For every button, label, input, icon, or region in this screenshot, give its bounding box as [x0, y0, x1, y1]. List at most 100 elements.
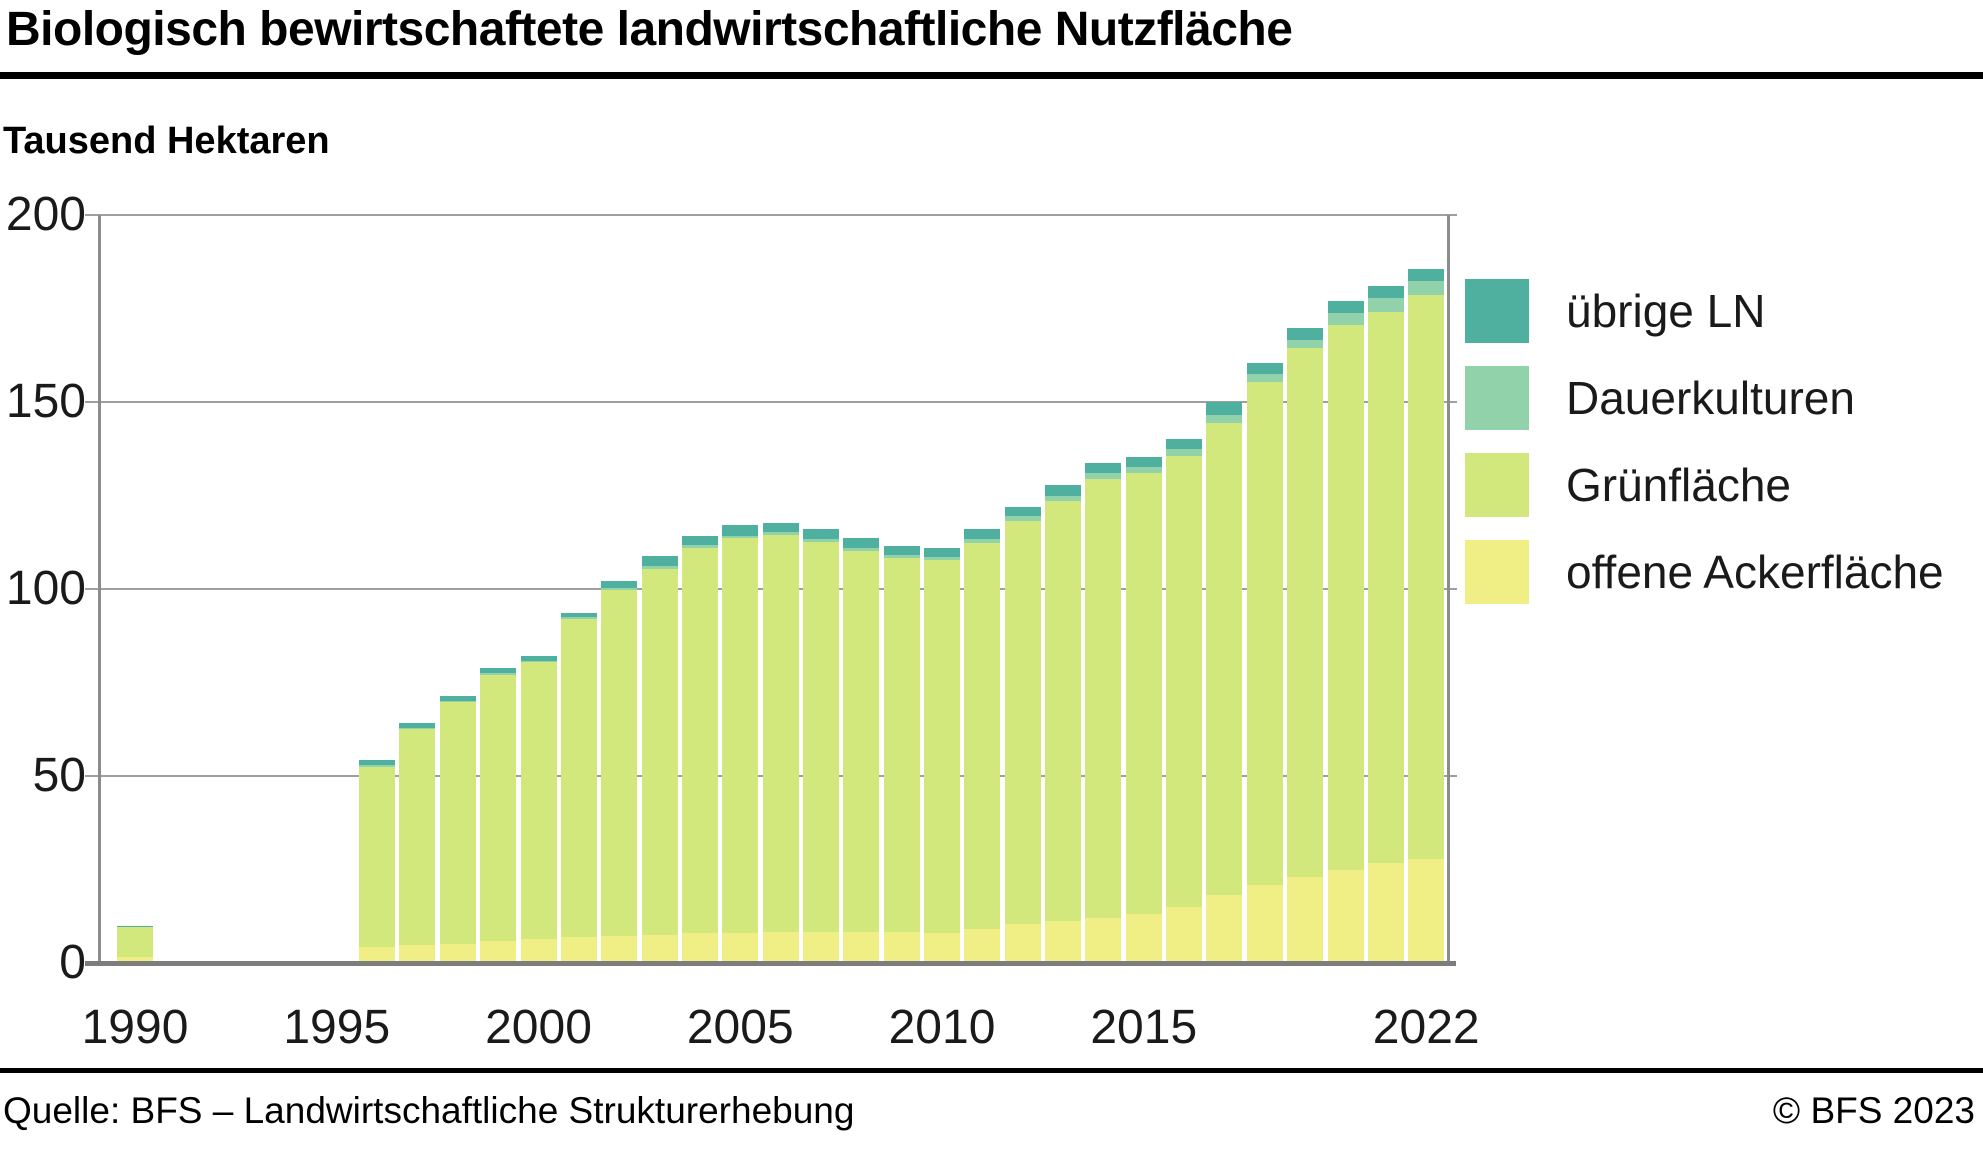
bar-1998-segment-übrige LN [439, 696, 476, 701]
bar-2007-segment-offene Ackerfläche [802, 932, 839, 963]
bar-2003 [641, 556, 678, 963]
bar-2019-segment-offene Ackerfläche [1287, 876, 1324, 963]
bar-2011-segment-offene Ackerfläche [964, 928, 1001, 963]
legend-item-Dauerkulturen: Dauerkulturen [1465, 366, 1944, 430]
bar-2013-segment-offene Ackerfläche [1045, 921, 1082, 963]
bar-2010-segment-Dauerkulturen [924, 557, 960, 560]
bar-2017-segment-Dauerkulturen [1206, 414, 1243, 423]
bar-2015-segment-übrige LN [1125, 457, 1162, 468]
bar-2011-segment-Grünfläche [964, 543, 1001, 929]
x-tick-1990: 1990 [81, 1001, 189, 1054]
bar-2010-segment-Grünfläche [924, 559, 960, 933]
bar-2004-segment-übrige LN [681, 535, 718, 546]
bar-2016 [1166, 439, 1203, 963]
bar-2015-segment-Dauerkulturen [1125, 467, 1162, 474]
bar-2022-segment-Grünfläche [1408, 295, 1445, 860]
bar-2017-segment-offene Ackerfläche [1206, 895, 1243, 963]
bar-2021-segment-Grünfläche [1367, 312, 1404, 863]
bar-2018-segment-Dauerkulturen [1246, 373, 1283, 383]
legend-item-offene Ackerfläche: offene Ackerfläche [1465, 540, 1944, 604]
bar-2002-segment-Grünfläche [601, 590, 638, 936]
bar-2016-segment-offene Ackerfläche [1166, 907, 1203, 963]
bar-1996-segment-offene Ackerfläche [359, 947, 396, 963]
bar-2001-segment-offene Ackerfläche [560, 936, 597, 963]
bar-2011 [964, 529, 1001, 963]
bar-1990-segment-Grünfläche [117, 927, 153, 958]
bar-2015-segment-Grünfläche [1125, 473, 1162, 914]
bar-2016-segment-Grünfläche [1166, 455, 1203, 908]
bar-1998-segment-Dauerkulturen [439, 700, 476, 703]
copyright-text: © BFS 2023 [1772, 1090, 1975, 1131]
bar-2001-segment-Grünfläche [560, 619, 597, 937]
x-tick-2010: 2010 [888, 1001, 996, 1054]
bar-2020 [1327, 301, 1364, 963]
bar-2022-segment-Dauerkulturen [1408, 281, 1445, 296]
bar-2021-segment-übrige LN [1367, 286, 1404, 298]
bar-1997-segment-offene Ackerfläche [399, 945, 436, 963]
chart-title: Biologisch bewirtschaftete landwirtschaf… [6, 3, 1293, 56]
bar-2003-segment-übrige LN [641, 556, 678, 567]
bar-2005-segment-offene Ackerfläche [722, 932, 759, 963]
bar-1999-segment-Grünfläche [480, 674, 517, 941]
bar-2009 [883, 545, 920, 963]
bar-1996-segment-Grünfläche [359, 766, 396, 948]
x-tick-2000: 2000 [485, 1001, 592, 1054]
bar-2002 [601, 580, 638, 963]
y-tick-150: 150 [5, 375, 86, 428]
bar-2014-segment-übrige LN [1085, 462, 1122, 474]
bar-2014-segment-Dauerkulturen [1085, 473, 1122, 480]
bar-2011-segment-übrige LN [964, 529, 1001, 539]
bar-2012-segment-Grünfläche [1004, 521, 1041, 925]
y-tick-200: 200 [5, 188, 86, 241]
bar-2018-segment-übrige LN [1246, 362, 1283, 374]
bar-2012-segment-Dauerkulturen [1004, 516, 1041, 522]
bar-2021-segment-offene Ackerfläche [1367, 862, 1404, 963]
bar-2004-segment-offene Ackerfläche [681, 933, 718, 963]
bar-1996 [359, 759, 396, 963]
bar-2016-segment-übrige LN [1166, 439, 1203, 450]
bar-2010 [924, 548, 960, 963]
x-tick-1995: 1995 [283, 1001, 391, 1054]
bar-1990 [117, 925, 153, 963]
y-tick-50: 50 [32, 749, 86, 802]
bar-1998 [439, 696, 476, 963]
bar-2000-segment-offene Ackerfläche [520, 939, 557, 963]
plot-border-right [1447, 215, 1450, 965]
bar-2008-segment-offene Ackerfläche [843, 932, 880, 963]
bar-2000-segment-Grünfläche [520, 662, 557, 940]
bar-2001-segment-übrige LN [560, 612, 597, 618]
bar-2001 [560, 612, 597, 963]
bar-2017-segment-Grünfläche [1206, 422, 1243, 896]
bar-2006-segment-übrige LN [762, 523, 799, 533]
bar-1997-segment-Dauerkulturen [399, 727, 436, 730]
bar-2008 [843, 538, 880, 963]
bar-1998-segment-offene Ackerfläche [439, 943, 476, 963]
bar-2005-segment-Dauerkulturen [722, 535, 759, 539]
bar-2007-segment-Dauerkulturen [802, 538, 839, 542]
x-tick-2005: 2005 [686, 1001, 794, 1054]
bar-2009-segment-Grünfläche [883, 557, 920, 933]
footer-divider-rule [0, 1068, 1983, 1073]
legend-label-Dauerkulturen: Dauerkulturen [1566, 372, 1855, 424]
bar-2010-segment-offene Ackerfläche [924, 932, 960, 963]
bar-2008-segment-Grünfläche [843, 550, 880, 933]
bar-2010-segment-übrige LN [924, 548, 960, 558]
source-text: Quelle: BFS – Landwirtschaftliche Strukt… [3, 1090, 855, 1131]
bar-2000-segment-übrige LN [520, 655, 557, 661]
bar-2009-segment-übrige LN [883, 545, 920, 555]
bar-2021 [1367, 286, 1404, 963]
bar-1996-segment-übrige LN [359, 759, 396, 766]
gridline-200 [85, 214, 1457, 216]
bar-2003-segment-Dauerkulturen [641, 566, 678, 569]
bar-2012-segment-offene Ackerfläche [1004, 924, 1041, 963]
bar-2022-segment-offene Ackerfläche [1408, 859, 1445, 963]
bar-2019-segment-Grünfläche [1287, 347, 1324, 877]
bar-1990-segment-Dauerkulturen [117, 926, 153, 928]
bar-2006-segment-offene Ackerfläche [762, 932, 799, 963]
legend-item-übrige LN: übrige LN [1465, 279, 1944, 343]
bar-2005 [722, 525, 759, 963]
bar-2018-segment-Grünfläche [1246, 382, 1283, 885]
bar-2013-segment-Grünfläche [1045, 501, 1082, 922]
bar-2012 [1004, 506, 1041, 963]
bar-2004-segment-Dauerkulturen [681, 545, 718, 548]
